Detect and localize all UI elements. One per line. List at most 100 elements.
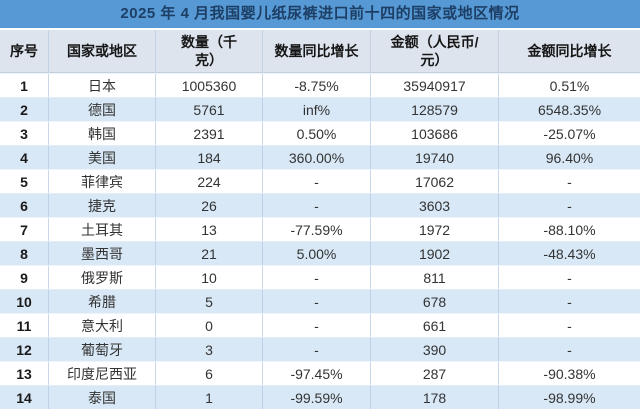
cell-country: 意大利 xyxy=(48,314,155,337)
cell-quantity-yoy: 0.50% xyxy=(262,122,370,145)
cell-quantity-yoy: - xyxy=(262,290,370,313)
cell-country: 印度尼西亚 xyxy=(48,362,155,385)
table-row: 6 捷克 26 - 3603 - xyxy=(0,193,640,217)
cell-quantity-yoy: -97.45% xyxy=(262,362,370,385)
cell-amount-yoy: 6548.35% xyxy=(498,98,640,121)
cell-amount-yoy: -90.38% xyxy=(498,362,640,385)
cell-quantity: 5 xyxy=(155,290,262,313)
cell-amount-yoy: 96.40% xyxy=(498,146,640,169)
cell-quantity: 6 xyxy=(155,362,262,385)
table-row: 8 墨西哥 21 5.00% 1902 -48.43% xyxy=(0,241,640,265)
cell-amount: 178 xyxy=(370,386,498,409)
cell-country: 泰国 xyxy=(48,386,155,409)
cell-index: 10 xyxy=(16,293,32,310)
cell-quantity-yoy: 5.00% xyxy=(262,242,370,265)
table-row: 2 德国 5761 inf% 128579 6548.35% xyxy=(0,97,640,121)
cell-quantity: 5761 xyxy=(155,98,262,121)
cell-index: 3 xyxy=(20,125,28,142)
table-row: 7 土耳其 13 -77.59% 1972 -88.10% xyxy=(0,217,640,241)
cell-quantity-yoy: -77.59% xyxy=(262,218,370,241)
cell-amount-yoy: - xyxy=(498,266,640,289)
cell-quantity-yoy: -8.75% xyxy=(262,74,370,97)
cell-quantity: 2391 xyxy=(155,122,262,145)
cell-country: 日本 xyxy=(48,74,155,97)
cell-amount-yoy: -48.43% xyxy=(498,242,640,265)
cell-country: 墨西哥 xyxy=(48,242,155,265)
cell-index: 1 xyxy=(20,77,28,94)
bottom-margin xyxy=(0,409,640,413)
cell-country: 捷克 xyxy=(48,194,155,217)
cell-amount-yoy: -88.10% xyxy=(498,218,640,241)
cell-quantity-yoy: - xyxy=(262,194,370,217)
cell-country: 韩国 xyxy=(48,122,155,145)
column-header-country: 国家或地区 xyxy=(48,30,155,72)
cell-country: 德国 xyxy=(48,98,155,121)
table-row: 4 美国 184 360.00% 19740 96.40% xyxy=(0,145,640,169)
table-row: 3 韩国 2391 0.50% 103686 -25.07% xyxy=(0,121,640,145)
cell-amount: 661 xyxy=(370,314,498,337)
table-body: 1 日本 1005360 -8.75% 35940917 0.51% 2 德国 … xyxy=(0,73,640,409)
cell-quantity-yoy: 360.00% xyxy=(262,146,370,169)
cell-country: 俄罗斯 xyxy=(48,266,155,289)
table-header-row: 序号 国家或地区 数量（千 克） 数量同比增长 金额（人民币/ 元） 金额同比增… xyxy=(0,30,640,73)
cell-amount-yoy: - xyxy=(498,290,640,313)
cell-amount-yoy: -25.07% xyxy=(498,122,640,145)
cell-index: 9 xyxy=(20,269,28,286)
column-header-amount-yoy: 金额同比增长 xyxy=(498,30,640,72)
cell-amount: 103686 xyxy=(370,122,498,145)
cell-amount: 128579 xyxy=(370,98,498,121)
cell-quantity-yoy: - xyxy=(262,266,370,289)
cell-index: 12 xyxy=(16,341,32,358)
table-row: 9 俄罗斯 10 - 811 - xyxy=(0,265,640,289)
column-header-quantity: 数量（千 克） xyxy=(155,30,262,72)
cell-index: 2 xyxy=(20,101,28,118)
cell-quantity-yoy: - xyxy=(262,170,370,193)
cell-country: 美国 xyxy=(48,146,155,169)
table-row: 10 希腊 5 - 678 - xyxy=(0,289,640,313)
table-row: 11 意大利 0 - 661 - xyxy=(0,313,640,337)
cell-amount: 811 xyxy=(370,266,498,289)
cell-amount: 1902 xyxy=(370,242,498,265)
cell-amount: 390 xyxy=(370,338,498,361)
cell-amount-yoy: - xyxy=(498,314,640,337)
cell-amount-yoy: -98.99% xyxy=(498,386,640,409)
cell-quantity: 0 xyxy=(155,314,262,337)
cell-quantity-yoy: - xyxy=(262,314,370,337)
cell-index: 7 xyxy=(20,221,28,238)
cell-index: 14 xyxy=(16,389,32,406)
cell-quantity: 1005360 xyxy=(155,74,262,97)
cell-quantity: 26 xyxy=(155,194,262,217)
cell-quantity-yoy: inf% xyxy=(262,98,370,121)
cell-quantity: 224 xyxy=(155,170,262,193)
column-header-quantity-yoy: 数量同比增长 xyxy=(262,30,370,72)
cell-quantity: 3 xyxy=(155,338,262,361)
column-header-amount: 金额（人民币/ 元） xyxy=(370,30,498,72)
table-row: 13 印度尼西亚 6 -97.45% 287 -90.38% xyxy=(0,361,640,385)
cell-amount-yoy: - xyxy=(498,338,640,361)
cell-quantity: 13 xyxy=(155,218,262,241)
cell-amount: 678 xyxy=(370,290,498,313)
cell-amount: 19740 xyxy=(370,146,498,169)
table-title: 2025 年 4 月我国婴儿纸尿裤进口前十四的国家或地区情况 xyxy=(0,0,640,28)
cell-country: 希腊 xyxy=(48,290,155,313)
cell-quantity: 21 xyxy=(155,242,262,265)
cell-quantity: 10 xyxy=(155,266,262,289)
cell-amount: 35940917 xyxy=(370,74,498,97)
cell-country: 菲律宾 xyxy=(48,170,155,193)
title-divider xyxy=(0,28,640,30)
cell-index: 6 xyxy=(20,197,28,214)
cell-amount-yoy: - xyxy=(498,194,640,217)
cell-amount-yoy: 0.51% xyxy=(498,74,640,97)
cell-index: 4 xyxy=(20,149,28,166)
cell-amount-yoy: - xyxy=(498,170,640,193)
cell-amount: 287 xyxy=(370,362,498,385)
cell-quantity: 184 xyxy=(155,146,262,169)
cell-index: 5 xyxy=(20,173,28,190)
cell-amount: 17062 xyxy=(370,170,498,193)
cell-index: 11 xyxy=(16,317,32,334)
cell-amount: 3603 xyxy=(370,194,498,217)
table-row: 5 菲律宾 224 - 17062 - xyxy=(0,169,640,193)
cell-index: 13 xyxy=(16,365,32,382)
table-row: 14 泰国 1 -99.59% 178 -98.99% xyxy=(0,385,640,409)
